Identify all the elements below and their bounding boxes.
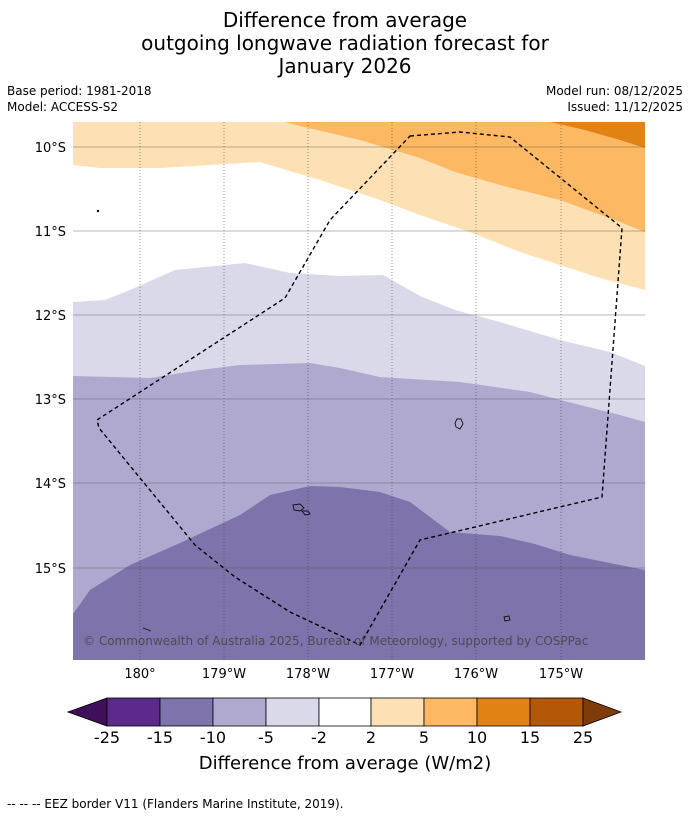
colorbar-label: Difference from average (W/m2) xyxy=(198,753,492,774)
lon-label-180: 180° xyxy=(124,667,155,682)
colorbar-tick-7: 5 xyxy=(419,728,429,747)
colorbar-swatch-9 xyxy=(529,697,584,727)
lat-label-15s: 15°S xyxy=(35,562,66,577)
colorbar-swatch-5 xyxy=(318,697,372,727)
model-run: Model run: 08/12/2025 xyxy=(545,84,683,98)
colorbar-tick-9: 15 xyxy=(520,728,540,747)
colorbar-tick-4: -5 xyxy=(258,728,274,747)
island-niuafoou xyxy=(503,615,511,622)
islands xyxy=(96,209,511,632)
island-dot xyxy=(96,209,100,213)
anomaly-field: © Commonwealth of Australia 2025, Bureau… xyxy=(73,122,645,660)
eez-border xyxy=(96,131,623,646)
lon-label-177w: 177°W xyxy=(370,667,414,682)
lat-label-12s: 12°S xyxy=(35,309,66,324)
lon-label-178w: 178°W xyxy=(286,667,330,682)
lat-label-10s: 10°S xyxy=(35,141,66,156)
colorbar-extend-min xyxy=(66,697,108,727)
island-futuna xyxy=(292,503,305,512)
island-alofi xyxy=(301,510,311,516)
colorbar-tick-6: 2 xyxy=(366,728,376,747)
colorbar-tick-1: -25 xyxy=(94,728,120,747)
lat-labels: 10°S 11°S 12°S 13°S 14°S 15°S xyxy=(35,141,66,577)
colorbar-swatch-7 xyxy=(423,697,478,727)
lon-label-175w: 175°W xyxy=(539,667,583,682)
colorbar-swatch-1 xyxy=(106,697,161,727)
colorbar-swatch-2 xyxy=(159,697,214,727)
colorbar-tick-5: -2 xyxy=(311,728,327,747)
lon-label-179w: 179°W xyxy=(202,667,246,682)
colorbar-tick-8: 10 xyxy=(467,728,487,747)
map-title-line-3: January 2026 xyxy=(278,54,412,78)
lat-label-14s: 14°S xyxy=(35,477,66,492)
map-title-line-2: outgoing longwave radiation forecast for xyxy=(141,31,549,55)
lat-label-11s: 11°S xyxy=(35,225,66,240)
map-title-line-1: Difference from average xyxy=(222,8,468,32)
lon-label-176w: 176°W xyxy=(454,667,498,682)
base-period: Base period: 1981-2018 xyxy=(7,84,152,98)
colorbar-tick-2: -15 xyxy=(147,728,173,747)
colorbar-swatch-3 xyxy=(212,697,267,727)
colorbar xyxy=(66,697,623,727)
band-orange xyxy=(285,122,645,232)
lon-labels: 180° 179°W 178°W 177°W 176°W 175°W xyxy=(124,667,583,682)
copyright-notice: © Commonwealth of Australia 2025, Bureau… xyxy=(83,634,588,648)
eez-legend: -- -- -- EEZ border V11 (Flanders Marine… xyxy=(7,797,344,811)
lat-label-13s: 13°S xyxy=(35,393,66,408)
colorbar-extend-max xyxy=(582,697,623,727)
colorbar-swatch-4 xyxy=(265,697,320,727)
band-dark-orange xyxy=(550,122,645,148)
issued-date: Issued: 11/12/2025 xyxy=(567,100,683,114)
graticule xyxy=(73,146,645,569)
colorbar-ticks: -25 -15 -10 -5 -2 2 5 10 15 25 xyxy=(94,728,593,747)
colorbar-tick-3: -10 xyxy=(200,728,226,747)
island-small-west xyxy=(142,627,152,632)
band-medium-purple xyxy=(73,486,645,660)
model-name: Model: ACCESS-S2 xyxy=(7,100,119,114)
island-wallis xyxy=(454,418,464,430)
colorbar-swatch-8 xyxy=(476,697,531,727)
colorbar-tick-10: 25 xyxy=(573,728,593,747)
colorbar-swatch-6 xyxy=(370,697,425,727)
